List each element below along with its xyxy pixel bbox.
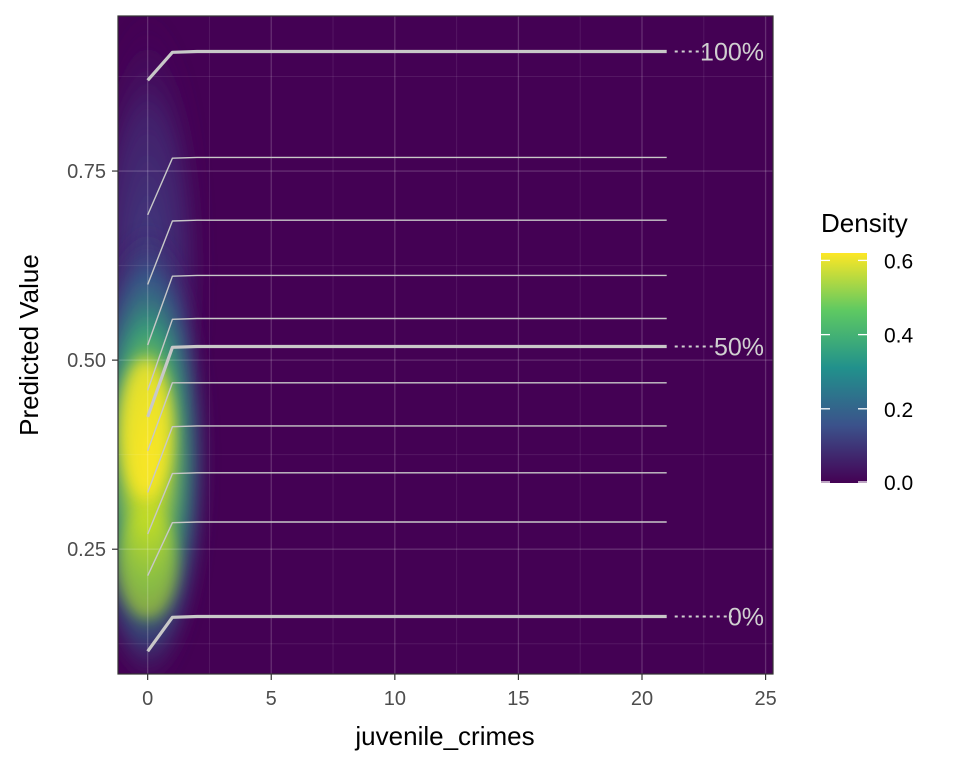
- x-tick-label: 25: [754, 688, 776, 710]
- quantile-line: [147, 472, 667, 535]
- quantile-line: [147, 425, 667, 493]
- quantile-line: [147, 521, 667, 576]
- quantile-line: [147, 317, 667, 391]
- y-tick-label: 0.50: [67, 350, 106, 372]
- quantile-label: 100%: [700, 39, 764, 67]
- quantile-line-major: [146, 614, 667, 653]
- x-tick-label: 15: [507, 688, 529, 710]
- legend-tick-label: 0.2: [884, 399, 913, 422]
- x-axis-title: juvenile_crimes: [354, 721, 534, 751]
- y-axis: 0.25 0.50 0.75: [67, 161, 118, 561]
- y-tick-label: 0.25: [67, 539, 106, 561]
- quantile-line: [147, 219, 667, 285]
- quantile-line: [147, 382, 667, 452]
- panel-border: [117, 15, 774, 675]
- legend: Density 0.0 0.2 0.4 0.6: [821, 208, 914, 495]
- x-tick-label: 0: [142, 688, 153, 710]
- legend-ticks: 0.0 0.2 0.4 0.6: [821, 250, 914, 495]
- legend-tick-label: 0.4: [884, 325, 914, 348]
- legend-tick-label: 0.0: [884, 472, 913, 495]
- quantile-lines: 0% 50% 100%: [146, 39, 764, 653]
- quantile-line: [147, 156, 667, 216]
- y-tick-label: 0.75: [67, 161, 106, 183]
- x-tick-label: 10: [384, 688, 406, 710]
- x-axis: 0 5 10 15 20 25: [142, 674, 777, 710]
- x-tick-label: 20: [631, 688, 653, 710]
- quantile-label: 0%: [728, 604, 764, 632]
- y-axis-title: Predicted Value: [14, 254, 44, 436]
- quantile-line-major: [146, 344, 667, 418]
- plot-panel: 0% 50% 100%: [117, 15, 774, 675]
- legend-tick-label: 0.6: [884, 250, 913, 273]
- x-tick-label: 5: [266, 688, 277, 710]
- density-lower-peak: [118, 509, 178, 620]
- density-heatmap: [118, 16, 212, 674]
- quantile-line-major: [146, 49, 667, 82]
- legend-title: Density: [821, 208, 908, 238]
- legend-colorbar: [821, 253, 867, 483]
- quantile-label: 50%: [714, 334, 764, 362]
- density-peak: [119, 358, 172, 499]
- quantile-line: [147, 274, 667, 346]
